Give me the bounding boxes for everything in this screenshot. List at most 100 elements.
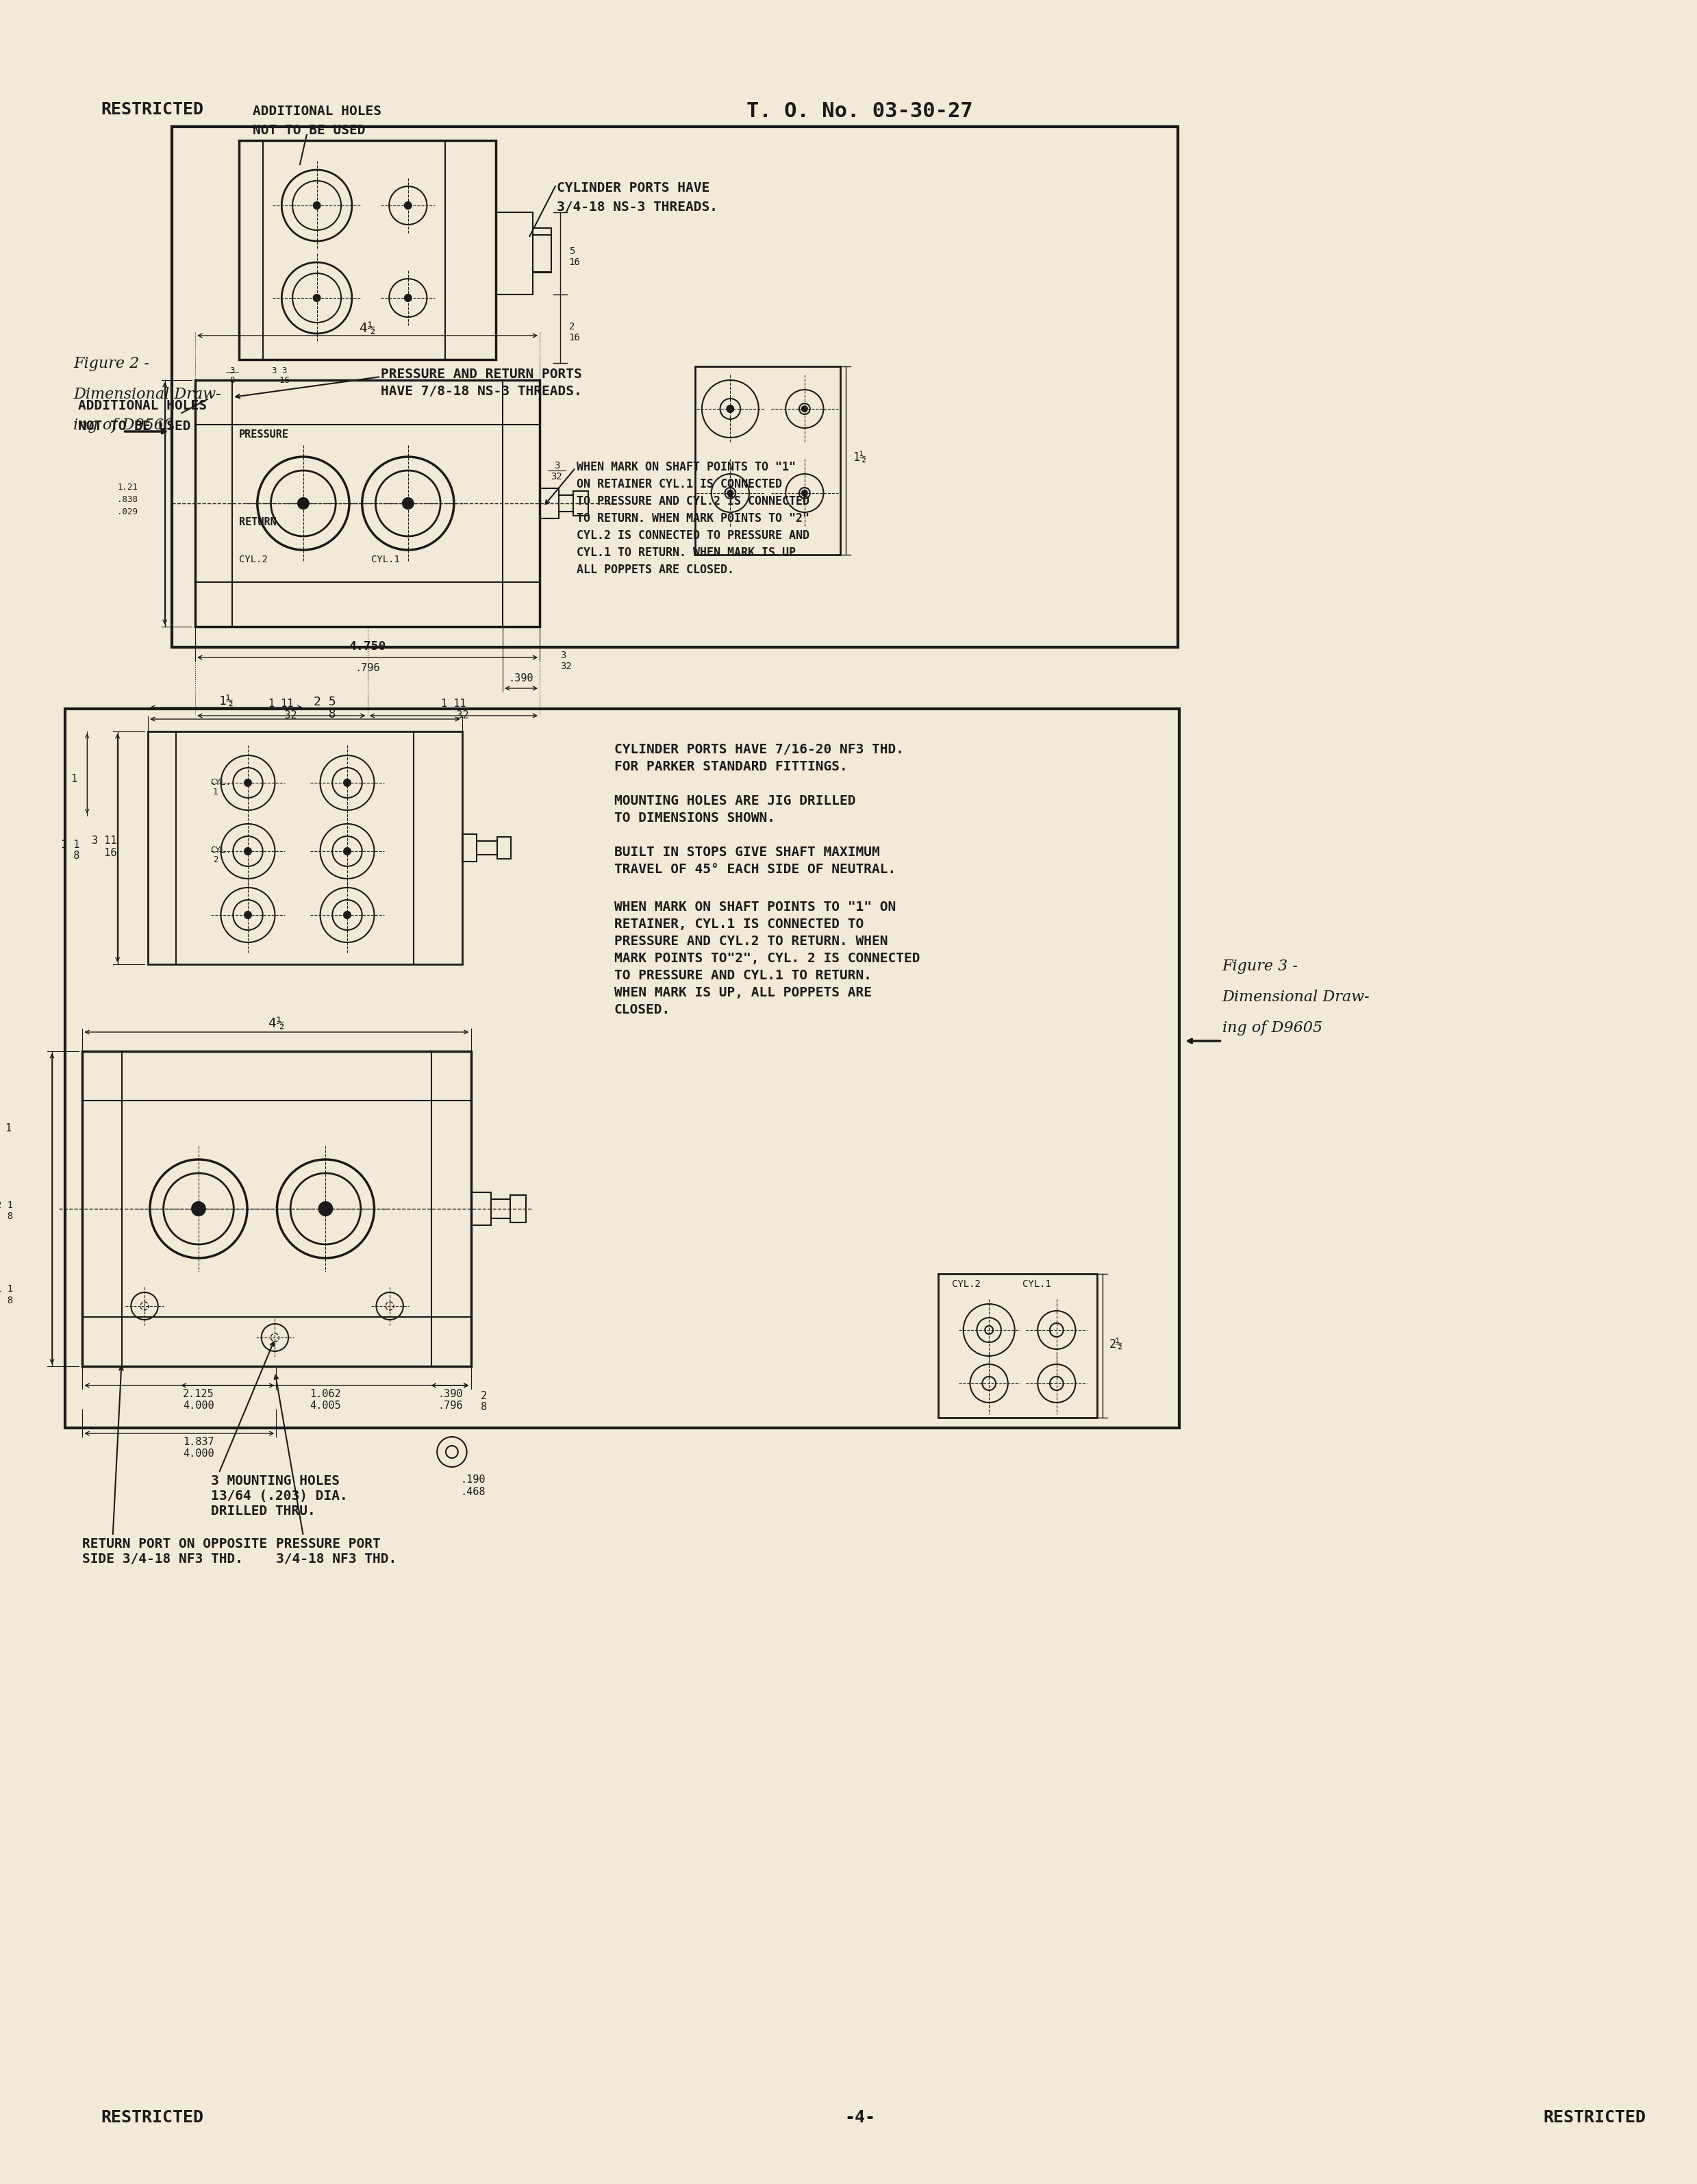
Text: 5
16: 5 16	[568, 247, 580, 266]
Circle shape	[803, 491, 808, 496]
Text: MARK POINTS TO"2", CYL. 2 IS CONNECTED: MARK POINTS TO"2", CYL. 2 IS CONNECTED	[614, 952, 920, 965]
Text: PRESSURE AND RETURN PORTS: PRESSURE AND RETURN PORTS	[382, 367, 582, 380]
Text: 1.062: 1.062	[311, 1389, 341, 1400]
Text: 2½: 2½	[1110, 1339, 1123, 1352]
Text: WHEN MARK ON SHAFT POINTS TO "1" ON: WHEN MARK ON SHAFT POINTS TO "1" ON	[614, 900, 896, 913]
Bar	[470, 1192, 490, 1225]
Bar	[462, 834, 477, 860]
Text: 32: 32	[265, 710, 297, 721]
Text: 8: 8	[314, 708, 336, 721]
Text: 32: 32	[438, 710, 468, 721]
Text: RETURN: RETURN	[239, 518, 277, 526]
Text: CYL.1: CYL.1	[372, 555, 399, 563]
Text: -4-: -4-	[845, 2110, 876, 2125]
Text: .190: .190	[460, 1474, 485, 1485]
Text: CYL.2: CYL.2	[239, 555, 268, 563]
Text: ADDITIONAL HOLES: ADDITIONAL HOLES	[253, 105, 382, 118]
Text: 4½: 4½	[360, 321, 375, 334]
Text: 1 11: 1 11	[268, 699, 294, 710]
Text: 13/64 (.203) DIA.: 13/64 (.203) DIA.	[210, 1489, 348, 1503]
Text: TO DIMENSIONS SHOWN.: TO DIMENSIONS SHOWN.	[614, 812, 776, 826]
Text: .390: .390	[509, 673, 533, 684]
Text: RESTRICTED: RESTRICTED	[100, 2110, 204, 2125]
Bar	[574, 491, 589, 515]
Bar	[496, 212, 533, 295]
Circle shape	[404, 203, 411, 210]
Circle shape	[244, 911, 251, 919]
Text: MOUNTING HOLES ARE JIG DRILLED: MOUNTING HOLES ARE JIG DRILLED	[614, 795, 855, 808]
Text: .029: .029	[117, 507, 137, 515]
Circle shape	[728, 491, 733, 496]
Text: ADDITIONAL HOLES: ADDITIONAL HOLES	[78, 400, 207, 413]
Text: 1.21: 1.21	[117, 483, 137, 491]
Bar	[533, 227, 552, 273]
Text: ing of D9560: ing of D9560	[73, 417, 173, 432]
Text: .838: .838	[117, 496, 137, 505]
Text: PRESSURE: PRESSURE	[239, 430, 288, 439]
Text: 8: 8	[0, 1295, 14, 1306]
Text: 2: 2	[480, 1391, 487, 1402]
Text: DRILLED THRU.: DRILLED THRU.	[210, 1505, 316, 1518]
Text: .390: .390	[438, 1389, 463, 1400]
Text: 1: 1	[5, 1123, 12, 1133]
Text: 3 MOUNTING HOLES: 3 MOUNTING HOLES	[210, 1474, 339, 1487]
Text: 1 1: 1 1	[0, 1284, 14, 1293]
Text: 1: 1	[212, 788, 217, 797]
Bar	[148, 732, 462, 965]
Text: NOT TO BE USED: NOT TO BE USED	[78, 419, 192, 432]
Text: 3
32: 3 32	[560, 651, 572, 670]
Text: CYL.2: CYL.2	[952, 1280, 981, 1289]
Text: Dimensional Draw-: Dimensional Draw-	[73, 387, 221, 402]
Text: TRAVEL OF 45° EACH SIDE OF NEUTRAL.: TRAVEL OF 45° EACH SIDE OF NEUTRAL.	[614, 863, 896, 876]
Text: FOR PARKER STANDARD FITTINGS.: FOR PARKER STANDARD FITTINGS.	[614, 760, 847, 773]
Circle shape	[404, 295, 411, 301]
Bar	[511, 1195, 526, 1223]
Text: 16: 16	[270, 376, 290, 384]
Circle shape	[299, 498, 309, 509]
Text: 4.000: 4.000	[183, 1448, 214, 1459]
Text: TO PRESSURE AND CYL.1 TO RETURN.: TO PRESSURE AND CYL.1 TO RETURN.	[614, 970, 872, 983]
Circle shape	[244, 780, 251, 786]
Bar	[696, 367, 840, 555]
Text: 4.000: 4.000	[183, 1400, 214, 1411]
Text: 8: 8	[480, 1402, 487, 1413]
Text: CLOSED.: CLOSED.	[614, 1002, 670, 1016]
Text: TO PRESSURE AND CYL.2 IS CONNECTED: TO PRESSURE AND CYL.2 IS CONNECTED	[577, 496, 809, 507]
Text: 4.750: 4.750	[350, 640, 387, 653]
Text: 2
16: 2 16	[568, 321, 580, 343]
Bar	[64, 710, 1179, 1428]
Text: 4½: 4½	[268, 1018, 285, 1031]
Text: Figure 2 -: Figure 2 -	[73, 356, 149, 371]
Bar	[497, 836, 511, 858]
Text: 8: 8	[61, 850, 80, 860]
Circle shape	[314, 295, 321, 301]
Circle shape	[726, 406, 733, 413]
Circle shape	[344, 847, 351, 854]
Text: 1½: 1½	[219, 697, 234, 708]
Text: 4.005: 4.005	[311, 1400, 341, 1411]
Circle shape	[192, 1201, 205, 1216]
Text: TO RETURN. WHEN MARK POINTS TO "2": TO RETURN. WHEN MARK POINTS TO "2"	[577, 513, 809, 524]
Text: 16: 16	[92, 847, 117, 858]
Circle shape	[402, 498, 414, 509]
Text: CYLINDER PORTS HAVE 7/16-20 NF3 THD.: CYLINDER PORTS HAVE 7/16-20 NF3 THD.	[614, 743, 905, 756]
Text: 8: 8	[229, 376, 234, 384]
Text: RETURN PORT ON OPPOSITE: RETURN PORT ON OPPOSITE	[83, 1538, 268, 1551]
Text: SIDE 3/4-18 NF3 THD.: SIDE 3/4-18 NF3 THD.	[83, 1553, 243, 1566]
Text: CYL.1 TO RETURN. WHEN MARK IS UP: CYL.1 TO RETURN. WHEN MARK IS UP	[577, 546, 796, 559]
Text: BUILT IN STOPS GIVE SHAFT MAXIMUM: BUILT IN STOPS GIVE SHAFT MAXIMUM	[614, 845, 879, 858]
Text: .796: .796	[438, 1400, 463, 1411]
Text: 3/4-18 NS-3 THREADS.: 3/4-18 NS-3 THREADS.	[557, 201, 718, 214]
Text: CYL.2 IS CONNECTED TO PRESSURE AND: CYL.2 IS CONNECTED TO PRESSURE AND	[577, 529, 809, 542]
Circle shape	[803, 406, 808, 411]
Text: RETAINER, CYL.1 IS CONNECTED TO: RETAINER, CYL.1 IS CONNECTED TO	[614, 917, 864, 930]
Text: CYLINDER PORTS HAVE: CYLINDER PORTS HAVE	[557, 181, 709, 194]
Text: NOT TO BE USED: NOT TO BE USED	[253, 124, 365, 138]
Circle shape	[319, 1201, 333, 1216]
Text: Dimensional Draw-: Dimensional Draw-	[1222, 989, 1369, 1005]
Text: 2: 2	[212, 856, 217, 865]
Text: ALL POPPETS ARE CLOSED.: ALL POPPETS ARE CLOSED.	[577, 563, 735, 577]
Text: Figure 3 -: Figure 3 -	[1222, 959, 1298, 974]
Text: CYL.1: CYL.1	[1023, 1280, 1052, 1289]
Circle shape	[314, 203, 321, 210]
